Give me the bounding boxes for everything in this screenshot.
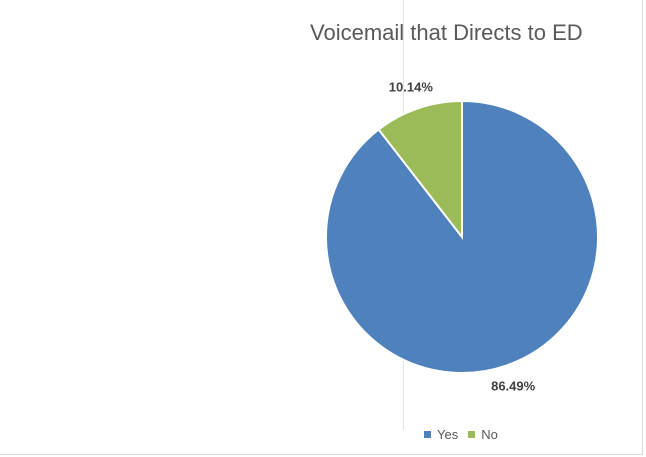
chart-title: Voicemail that Directs to ED: [310, 20, 583, 45]
data-label-no: 10.14%: [389, 80, 434, 95]
slice-no: [377, 99, 463, 240]
legend-label-no: No: [481, 427, 498, 442]
legend-item-no: No: [468, 427, 498, 442]
legend-swatch-yes: [424, 431, 431, 438]
legend-label-yes: Yes: [437, 427, 459, 442]
legend-item-yes: Yes: [424, 427, 458, 442]
legend-swatch-no: [468, 431, 476, 438]
data-label-yes: 86.49%: [491, 378, 536, 393]
legend: Yes No: [424, 427, 508, 442]
